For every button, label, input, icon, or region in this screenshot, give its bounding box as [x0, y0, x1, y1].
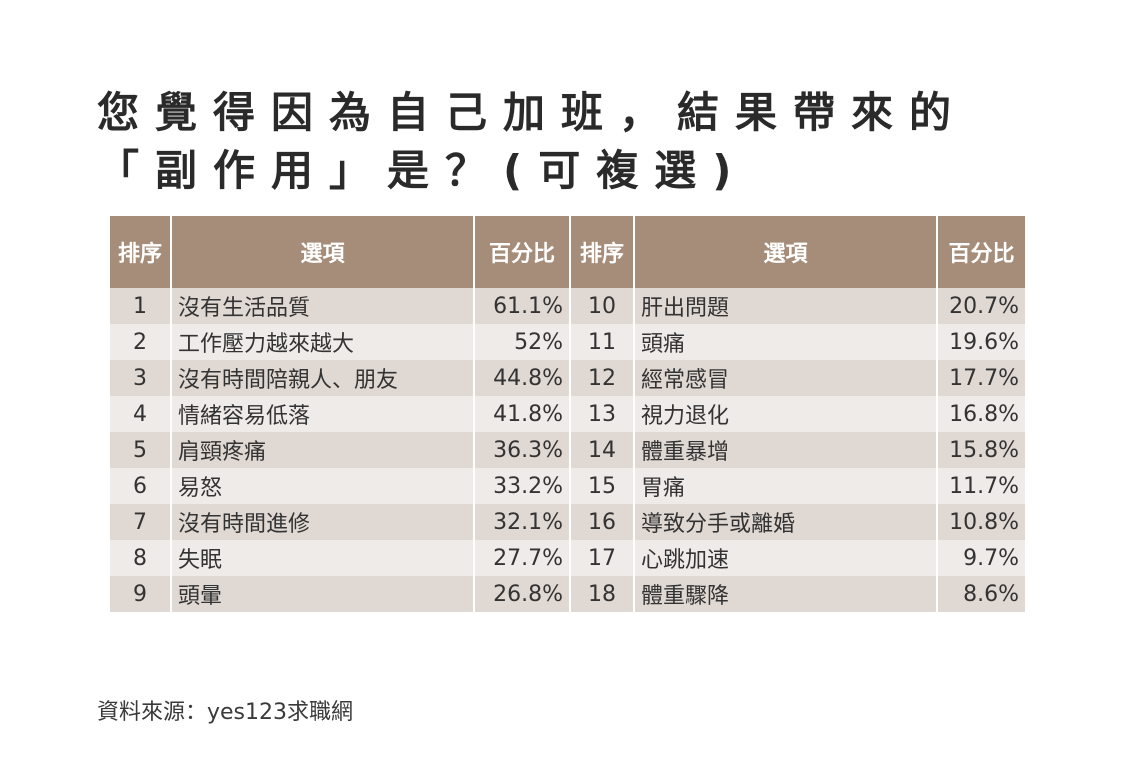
- rank-cell: 3: [110, 360, 172, 396]
- rank-cell: 18: [570, 576, 635, 612]
- percent-cell: 36.3%: [474, 432, 571, 468]
- percent-cell: 17.7%: [937, 360, 1025, 396]
- table-row: 5 肩頸疼痛 36.3% 14 體重暴增 15.8%: [110, 432, 1025, 468]
- rank-cell: 16: [570, 504, 635, 540]
- item-cell: 體重暴增: [634, 432, 938, 468]
- rank-cell: 9: [110, 576, 172, 612]
- item-cell: 經常感冒: [634, 360, 938, 396]
- rank-cell: 11: [570, 324, 635, 360]
- percent-cell: 32.1%: [474, 504, 571, 540]
- table-row: 7 沒有時間進修 32.1% 16 導致分手或離婚 10.8%: [110, 504, 1025, 540]
- item-cell: 視力退化: [634, 396, 938, 432]
- rank-cell: 8: [110, 540, 172, 576]
- page-title: 您覺得因為自己加班，結果帶來的 「副作用」是？(可複選): [97, 84, 967, 200]
- percent-cell: 19.6%: [937, 324, 1025, 360]
- percent-cell: 10.8%: [937, 504, 1025, 540]
- percent-cell: 11.7%: [937, 468, 1025, 504]
- item-cell: 頭暈: [171, 576, 475, 612]
- rank-cell: 10: [570, 288, 635, 324]
- percent-cell: 16.8%: [937, 396, 1025, 432]
- item-cell: 沒有生活品質: [171, 288, 475, 324]
- percent-cell: 61.1%: [474, 288, 571, 324]
- item-cell: 工作壓力越來越大: [171, 324, 475, 360]
- item-cell: 肝出問題: [634, 288, 938, 324]
- percent-cell: 33.2%: [474, 468, 571, 504]
- item-cell: 導致分手或離婚: [634, 504, 938, 540]
- item-cell: 沒有時間陪親人、朋友: [171, 360, 475, 396]
- table-header-row: 排序 選項 百分比 排序 選項 百分比: [110, 216, 1025, 288]
- rank-cell: 7: [110, 504, 172, 540]
- rank-cell: 6: [110, 468, 172, 504]
- percent-cell: 44.8%: [474, 360, 571, 396]
- percent-cell: 15.8%: [937, 432, 1025, 468]
- percent-cell: 26.8%: [474, 576, 571, 612]
- percent-cell: 8.6%: [937, 576, 1025, 612]
- item-cell: 易怒: [171, 468, 475, 504]
- header-rank: 排序: [110, 216, 172, 288]
- item-cell: 頭痛: [634, 324, 938, 360]
- rank-cell: 4: [110, 396, 172, 432]
- ranking-table: 排序 選項 百分比 排序 選項 百分比 1 沒有生活品質 61.1% 10 肝出…: [110, 216, 1025, 612]
- table-row: 3 沒有時間陪親人、朋友 44.8% 12 經常感冒 17.7%: [110, 360, 1025, 396]
- source-note: 資料來源：yes123求職網: [97, 700, 354, 725]
- rank-cell: 1: [110, 288, 172, 324]
- header-item: 選項: [171, 216, 475, 288]
- percent-cell: 27.7%: [474, 540, 571, 576]
- header-percent: 百分比: [937, 216, 1025, 288]
- table-row: 9 頭暈 26.8% 18 體重驟降 8.6%: [110, 576, 1025, 612]
- table-row: 2 工作壓力越來越大 52% 11 頭痛 19.6%: [110, 324, 1025, 360]
- percent-cell: 9.7%: [937, 540, 1025, 576]
- item-cell: 體重驟降: [634, 576, 938, 612]
- rank-cell: 2: [110, 324, 172, 360]
- item-cell: 肩頸疼痛: [171, 432, 475, 468]
- item-cell: 沒有時間進修: [171, 504, 475, 540]
- header-rank: 排序: [570, 216, 635, 288]
- rank-cell: 17: [570, 540, 635, 576]
- table-row: 4 情緒容易低落 41.8% 13 視力退化 16.8%: [110, 396, 1025, 432]
- table-row: 6 易怒 33.2% 15 胃痛 11.7%: [110, 468, 1025, 504]
- header-item: 選項: [634, 216, 938, 288]
- percent-cell: 20.7%: [937, 288, 1025, 324]
- title-line-1: 您覺得因為自己加班，結果帶來的: [97, 88, 968, 137]
- percent-cell: 52%: [474, 324, 571, 360]
- rank-cell: 13: [570, 396, 635, 432]
- rank-cell: 12: [570, 360, 635, 396]
- item-cell: 情緒容易低落: [171, 396, 475, 432]
- item-cell: 心跳加速: [634, 540, 938, 576]
- rank-cell: 14: [570, 432, 635, 468]
- rank-cell: 15: [570, 468, 635, 504]
- item-cell: 胃痛: [634, 468, 938, 504]
- rank-cell: 5: [110, 432, 172, 468]
- percent-cell: 41.8%: [474, 396, 571, 432]
- title-line-2: 「副作用」是？(可複選): [97, 146, 748, 195]
- item-cell: 失眠: [171, 540, 475, 576]
- table-row: 8 失眠 27.7% 17 心跳加速 9.7%: [110, 540, 1025, 576]
- header-percent: 百分比: [474, 216, 571, 288]
- table-row: 1 沒有生活品質 61.1% 10 肝出問題 20.7%: [110, 288, 1025, 324]
